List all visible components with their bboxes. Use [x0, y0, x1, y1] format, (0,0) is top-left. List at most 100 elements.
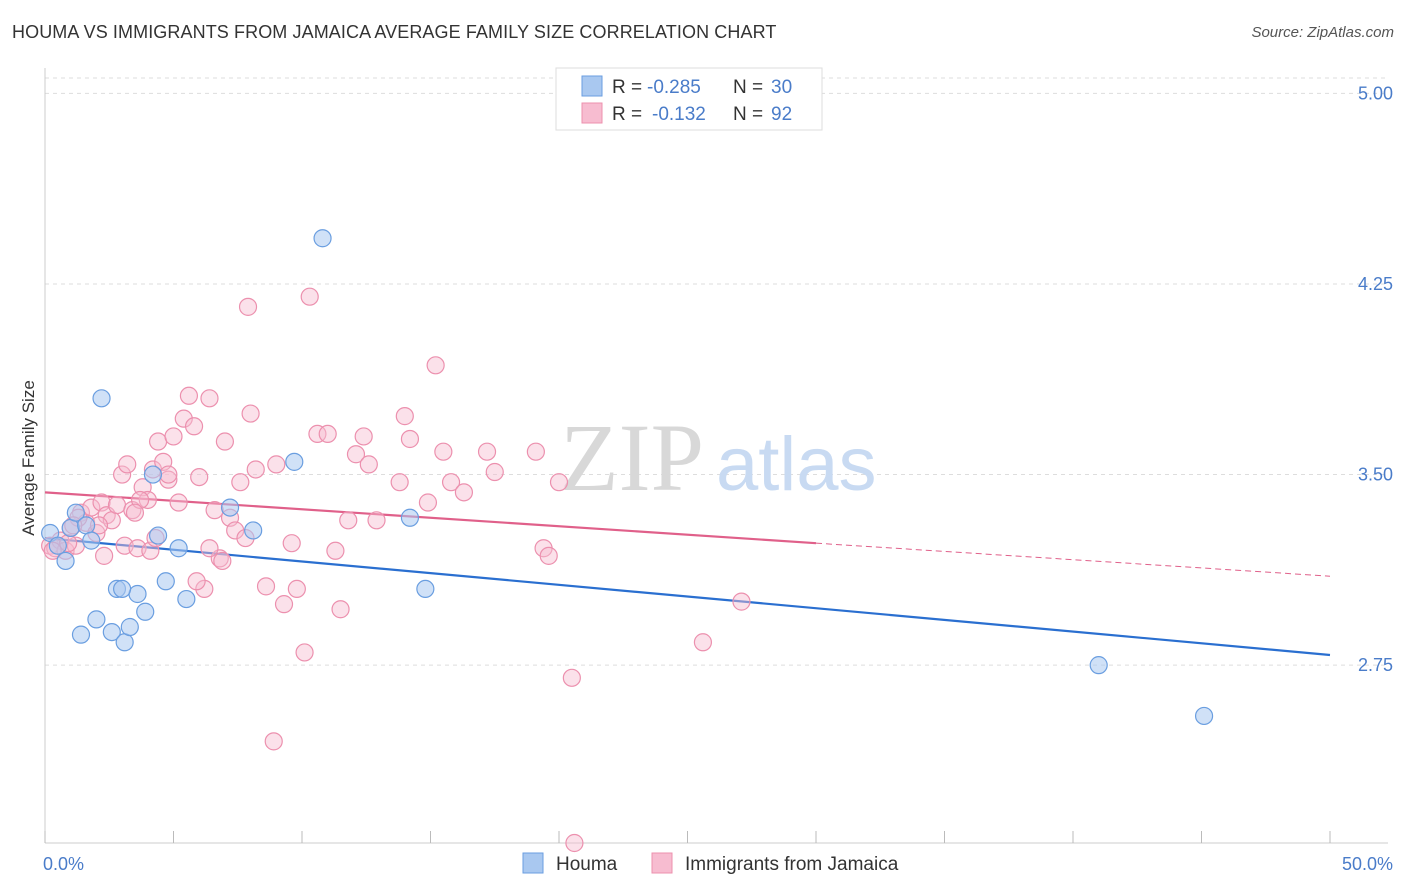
jamaica-point-54	[339, 511, 358, 530]
jamaica-point-52	[326, 541, 345, 560]
legend-houma-r-label: R =	[612, 77, 642, 98]
jamaica-point-26	[169, 493, 188, 512]
axes	[44, 68, 1388, 844]
grid-lines	[45, 77, 1388, 666]
houma-point-18	[156, 572, 175, 591]
bottom-legend-swatch-jamaica	[651, 852, 673, 874]
legend-box: R = -0.285 N = 30 R = -0.132 N = 92	[555, 67, 823, 131]
jamaica-point-37	[226, 521, 245, 540]
houma-point-7	[82, 531, 101, 550]
watermark-zip: ZIP	[560, 404, 704, 511]
y-tick-label-2: 4.25	[1358, 274, 1393, 294]
jamaica-point-87	[95, 546, 114, 565]
y-tick-label-1: 3.50	[1358, 465, 1393, 485]
jamaica-point-53	[331, 600, 350, 619]
jamaica-point-13	[107, 495, 127, 515]
jamaica-point-32	[200, 389, 219, 408]
source-label: Source: ZipAtlas.com	[1251, 24, 1394, 41]
jamaica-point-74	[693, 633, 713, 652]
houma-point-20	[177, 589, 196, 609]
jamaica-point-89	[125, 503, 145, 522]
jamaica-point-66	[477, 442, 497, 461]
jamaica-point-38	[231, 473, 250, 492]
jamaica-point-77	[213, 551, 232, 571]
houma-point-25	[400, 508, 420, 527]
jamaica-point-31	[195, 579, 214, 599]
jamaica-point-67	[485, 462, 504, 482]
jamaica-point-42	[256, 577, 276, 596]
houma-point-12	[115, 633, 134, 652]
houma-point-10	[102, 622, 121, 642]
jamaica-point-75	[732, 592, 751, 611]
jamaica-point-58	[390, 473, 409, 492]
jamaica-point-60	[400, 429, 420, 449]
jamaica-point-48	[295, 643, 314, 662]
legend-swatch-houma	[581, 75, 603, 97]
jamaica-point-62	[426, 356, 445, 375]
jamaica-point-29	[184, 417, 204, 436]
houma-point-21	[220, 498, 240, 517]
houma-point-16	[143, 465, 163, 484]
legend-jamaica-n-label: N =	[733, 104, 763, 125]
bottom-legend-jamaica: Immigrants from Jamaica	[685, 854, 899, 875]
jamaica-point-47	[287, 579, 306, 599]
jamaica-point-71	[549, 473, 569, 492]
jamaica-point-51	[318, 424, 337, 444]
houma-point-15	[136, 602, 155, 621]
jamaica-point-80	[238, 297, 258, 316]
jamaica-point-50	[308, 424, 327, 444]
houma-point-4	[66, 503, 85, 522]
jamaica-point-49	[300, 287, 319, 306]
legend-houma-r-value: -0.285	[647, 77, 701, 98]
jamaica-point-76	[159, 465, 178, 484]
y-axis-label: Average Family Size	[19, 380, 38, 536]
jamaica-point-70	[539, 546, 558, 565]
jamaica-point-17	[123, 501, 142, 520]
jamaica-point-43	[264, 732, 283, 751]
jamaica-point-64	[441, 473, 461, 492]
jamaica-point-44	[267, 455, 286, 474]
houma-point-29	[1194, 706, 1214, 726]
houma-point-6	[77, 516, 96, 535]
jamaica-point-63	[434, 442, 453, 461]
tick-labels: 2.75 3.50 4.25 5.00 0.0% 50.0%	[43, 83, 1393, 874]
houma-point-17	[148, 526, 168, 545]
bottom-legend-houma: Houma	[556, 854, 618, 875]
jamaica-point-72	[562, 668, 581, 687]
houma-point-14	[128, 584, 147, 604]
jamaica-point-68	[526, 442, 545, 461]
jamaica-point-20	[138, 490, 157, 510]
houma-point-24	[313, 229, 332, 248]
houma-point-13	[120, 617, 139, 637]
legend-jamaica-r-label: R =	[612, 104, 642, 125]
jamaica-point-79	[187, 572, 206, 591]
houma-point-3	[61, 518, 80, 538]
jamaica-point-33	[205, 501, 224, 520]
jamaica-point-41	[246, 460, 265, 479]
jamaica-point-35	[215, 432, 234, 451]
jamaica-point-28	[179, 386, 199, 405]
jamaica-point-14	[112, 465, 132, 484]
watermark-atlas: atlas	[716, 422, 877, 507]
legend-jamaica-n-value: 92	[771, 104, 792, 125]
houma-point-5	[71, 625, 91, 644]
jamaica-point-40	[241, 404, 260, 423]
houma-point-8	[87, 610, 106, 629]
legend-jamaica-r-value: -0.132	[652, 104, 706, 125]
trend-lines	[44, 491, 1331, 657]
jamaica-point-57	[359, 455, 378, 474]
houma-point-1	[48, 536, 67, 555]
houma-point-19	[169, 539, 188, 558]
jamaica-point-86	[200, 539, 219, 558]
houma-point-28	[1089, 656, 1108, 675]
houma-point-23	[285, 452, 304, 471]
jamaica-point-55	[346, 445, 366, 464]
houma-point-22	[244, 521, 263, 540]
legend-houma-n-label: N =	[733, 77, 763, 98]
jamaica-point-16	[118, 455, 137, 474]
trend-line-jamaica	[44, 491, 817, 545]
jamaica-point-22	[148, 432, 168, 451]
chart-title: HOUMA VS IMMIGRANTS FROM JAMAICA AVERAGE…	[12, 22, 777, 42]
trend-line-jamaica-extrapolated	[815, 542, 1331, 577]
